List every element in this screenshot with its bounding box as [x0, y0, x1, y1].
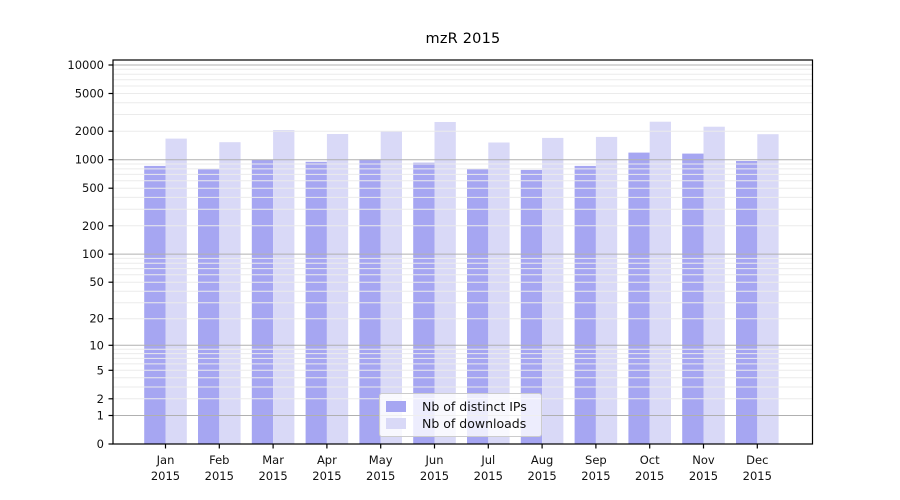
bar-distinct-ips-mar: [251, 159, 274, 444]
bar-distinct-ips-oct: [628, 152, 650, 444]
bar-downloads-sep: [595, 136, 618, 444]
y-tick-label-5000: 5000: [75, 87, 104, 101]
legend-item-downloads: Nb of downloads: [386, 416, 533, 431]
x-tick-label-month-mar: Mar: [262, 453, 284, 467]
y-tick-label-20: 20: [89, 312, 104, 326]
x-tick-label-year-oct: 2015: [635, 469, 664, 483]
x-tick-label-year-mar: 2015: [258, 469, 287, 483]
x-tick-label-month-apr: Apr: [317, 453, 337, 467]
bar-distinct-ips-jan: [144, 165, 166, 444]
bar-downloads-jul: [488, 142, 510, 444]
x-tick-label-month-nov: Nov: [692, 453, 715, 467]
bar-downloads-dec: [757, 134, 779, 444]
x-tick-label-year-jan: 2015: [151, 469, 180, 483]
chart-legend: Nb of distinct IPs Nb of downloads: [379, 393, 542, 437]
y-tick-label-10: 10: [89, 338, 104, 352]
legend-swatch-distinct-ips-icon: [386, 401, 406, 412]
plot-border: [112, 59, 814, 445]
legend-swatch-downloads-icon: [386, 418, 406, 429]
x-tick-label-year-feb: 2015: [205, 469, 234, 483]
bar-downloads-nov: [703, 126, 725, 444]
bar-distinct-ips-jul: [467, 168, 489, 444]
x-tick-label-month-may: May: [369, 453, 393, 467]
x-tick-label-month-feb: Feb: [209, 453, 229, 467]
x-tick-label-month-jun: Jun: [425, 453, 444, 467]
x-tick-label-year-apr: 2015: [312, 469, 341, 483]
bar-downloads-mar: [273, 130, 295, 444]
x-tick-label-month-oct: Oct: [640, 453, 660, 467]
y-tick-label-100: 100: [82, 247, 104, 261]
x-tick-label-year-jul: 2015: [474, 469, 503, 483]
legend-item-distinct-ips: Nb of distinct IPs: [386, 399, 533, 414]
x-tick-label-month-jan: Jan: [156, 453, 175, 467]
y-tick-label-2: 2: [97, 392, 104, 406]
x-tick-label-year-may: 2015: [366, 469, 395, 483]
bar-downloads-apr: [326, 134, 349, 444]
x-tick-label-month-dec: Dec: [746, 453, 768, 467]
x-tick-label-year-jun: 2015: [420, 469, 449, 483]
y-tick-label-5: 5: [97, 363, 104, 377]
bar-distinct-ips-feb: [198, 168, 220, 444]
bar-distinct-ips-may: [359, 159, 381, 445]
bar-distinct-ips-sep: [574, 165, 596, 444]
y-tick-label-0: 0: [97, 437, 104, 451]
x-tick-label-month-aug: Aug: [531, 453, 553, 467]
x-tick-label-year-aug: 2015: [527, 469, 556, 483]
x-tick-label-year-dec: 2015: [743, 469, 772, 483]
chart-title: mzR 2015: [425, 31, 501, 47]
x-tick-label-year-sep: 2015: [581, 469, 610, 483]
y-tick-label-2000: 2000: [75, 124, 104, 138]
legend-label-downloads: Nb of downloads: [422, 416, 527, 431]
y-tick-label-50: 50: [89, 275, 104, 289]
bar-downloads-feb: [219, 142, 241, 444]
bar-distinct-ips-aug: [520, 169, 543, 444]
bar-downloads-oct: [649, 121, 671, 444]
y-tick-label-200: 200: [82, 219, 104, 233]
x-tick-label-month-jul: Jul: [480, 453, 495, 467]
y-tick-label-1000: 1000: [75, 153, 104, 167]
y-tick-label-1: 1: [97, 409, 104, 423]
bar-distinct-ips-jun: [413, 162, 435, 444]
legend-label-distinct-ips: Nb of distinct IPs: [422, 399, 527, 414]
y-tick-label-10000: 10000: [67, 58, 104, 72]
x-tick-label-month-sep: Sep: [585, 453, 607, 467]
x-tick-label-year-nov: 2015: [689, 469, 718, 483]
y-tick-label-500: 500: [82, 181, 104, 195]
